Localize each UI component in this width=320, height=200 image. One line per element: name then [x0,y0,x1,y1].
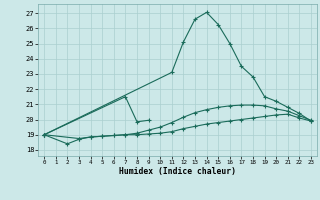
X-axis label: Humidex (Indice chaleur): Humidex (Indice chaleur) [119,167,236,176]
